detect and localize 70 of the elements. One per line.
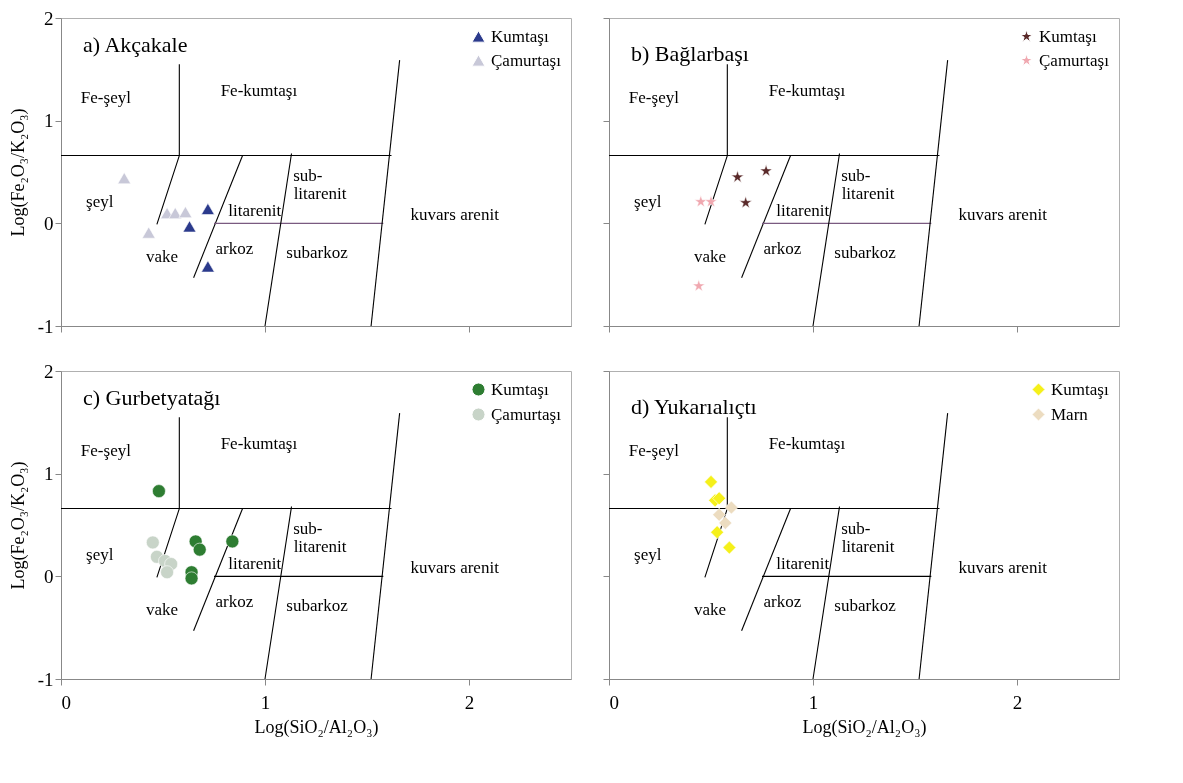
annotation: şeyl: [86, 191, 114, 211]
annotation: litarenit: [228, 554, 282, 574]
annotation: Fe-şeyl: [80, 441, 132, 461]
annotation: Fe-şeyl: [628, 88, 680, 108]
text: b) Bağlarbaşı: [631, 40, 749, 66]
x-tick-label: 1: [260, 691, 271, 713]
annotation: Fe-kumtaşı: [220, 81, 298, 100]
x-tick-label: 2: [464, 691, 475, 713]
legend-label: Çamurtaşı: [491, 404, 562, 424]
y-axis-title: Log(Fe₂O₃/K₂O₃): [7, 461, 29, 590]
y-axis-title: Log(Fe₂O₃/K₂O₃): [7, 108, 29, 237]
annotation: şeyl: [86, 544, 114, 564]
annotation: arkoz: [763, 239, 802, 258]
legend-label: Kumtaşı: [491, 26, 549, 46]
legend-label: Marn: [1051, 404, 1089, 424]
text: c) Gurbetyatağı: [83, 385, 221, 410]
annotation: Fe-şeyl: [80, 88, 132, 108]
x-tick-label: 0: [609, 691, 619, 713]
annotation: arkoz: [763, 592, 802, 611]
annotation: kuvars arenit: [410, 204, 500, 224]
annotation: sub-: [293, 165, 323, 185]
x-tick-label: 2: [1012, 691, 1023, 713]
legend-label: Kumtaşı: [491, 379, 549, 399]
annotation: sub-: [841, 165, 871, 185]
annotation: Fe-kumtaşı: [220, 434, 298, 453]
y-tick-label: 1: [44, 110, 54, 132]
annotation: sub-: [841, 518, 871, 538]
y-tick-label: 0: [44, 212, 54, 234]
annotation: subarkoz: [834, 596, 897, 615]
annotation: litarenit: [293, 536, 347, 556]
annotation: sub-: [293, 518, 323, 538]
x-tick-label: 0: [61, 691, 71, 713]
annotation: subarkoz: [286, 243, 349, 262]
annotation: kuvars arenit: [958, 557, 1048, 577]
annotation: arkoz: [215, 592, 254, 611]
y-tick-label: 2: [44, 7, 54, 29]
annotation: litarenit: [776, 554, 830, 574]
legend-label: Çamurtaşı: [1039, 50, 1110, 70]
text: d) Yukarıalıçtı: [631, 393, 757, 419]
legend-label: Kumtaşı: [1051, 379, 1109, 399]
annotation: litarenit: [841, 536, 895, 556]
annotation: vake: [693, 600, 727, 620]
annotation: vake: [693, 247, 727, 267]
y-tick-label: 2: [44, 360, 54, 382]
annotation: litarenit: [228, 201, 282, 221]
legend-label: Kumtaşı: [1039, 26, 1097, 46]
y-tick-label: -1: [37, 315, 54, 337]
annotation: Fe-şeyl: [628, 441, 680, 461]
annotation: subarkoz: [286, 596, 349, 615]
annotation: şeyl: [634, 191, 662, 211]
annotation: kuvars arenit: [958, 204, 1048, 224]
text: a) Akçakale: [83, 32, 188, 57]
x-tick-label: 1: [808, 691, 819, 713]
annotation: litarenit: [776, 201, 830, 221]
annotation: vake: [145, 247, 179, 267]
annotation: şeyl: [634, 544, 662, 564]
y-tick-label: -1: [37, 668, 54, 690]
y-tick-label: 1: [44, 463, 54, 485]
annotation: litarenit: [841, 183, 895, 203]
annotation: subarkoz: [834, 243, 897, 262]
annotation: Fe-kumtaşı: [768, 81, 846, 100]
annotation: litarenit: [293, 183, 347, 203]
legend-label: Çamurtaşı: [491, 50, 562, 70]
annotation: Fe-kumtaşı: [768, 434, 846, 453]
annotation: vake: [145, 600, 179, 620]
annotation: kuvars arenit: [410, 557, 500, 577]
annotation: arkoz: [215, 239, 254, 258]
y-tick-label: 0: [44, 565, 54, 587]
x-axis-title: Log(SiO₂/Al₂O₃): [254, 716, 379, 738]
x-axis-title: Log(SiO₂/Al₂O₃): [802, 716, 927, 738]
